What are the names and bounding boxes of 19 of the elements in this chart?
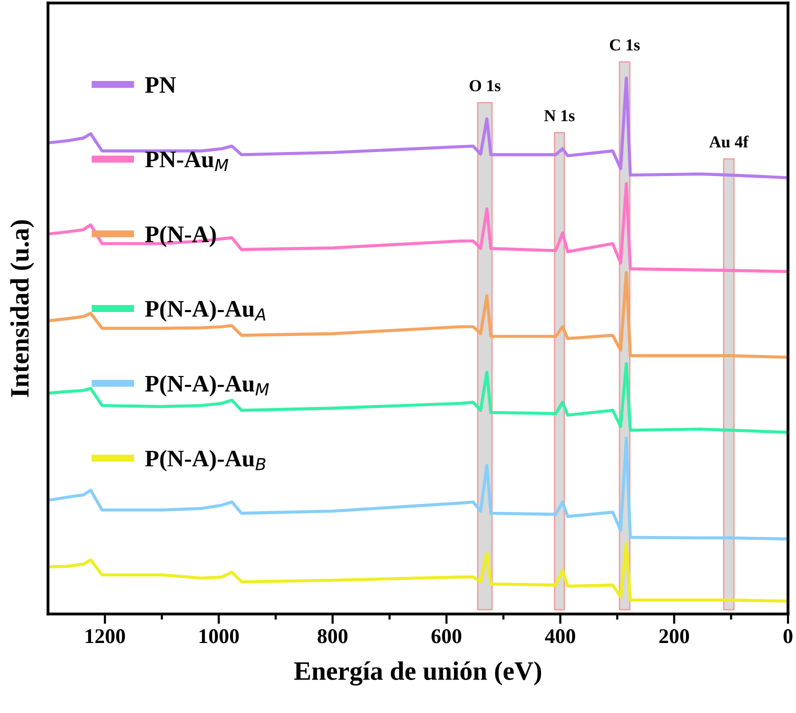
legend-label: P(N-A) <box>145 226 216 248</box>
x-tick-label: 1000 <box>200 629 239 644</box>
x-tick-label: 400 <box>544 629 576 644</box>
legend-label: PN-Au$_{M}$ <box>145 152 228 172</box>
y-axis-title: Intensidad (u.a) <box>10 220 34 398</box>
legend-label: P(N-A)-Au$_{A}$ <box>145 300 266 322</box>
band-label: C 1s <box>610 39 640 51</box>
band-label: Au 4f <box>709 136 749 148</box>
x-tick-label: 600 <box>432 629 462 644</box>
band-label: O 1s <box>470 80 500 92</box>
x-axis-title: Energía de unión (eV) <box>294 661 542 686</box>
legend-label: PN <box>145 77 176 93</box>
legend-label: P(N-A)-Au$_{B}$ <box>145 450 266 472</box>
x-tick-label: 200 <box>659 629 689 644</box>
x-tick-label: 1200 <box>86 629 125 644</box>
band-label: N 1s <box>544 110 575 122</box>
x-tick-label: 800 <box>318 629 348 644</box>
legend-label: P(N-A)-Au$_{M}$ <box>145 375 269 396</box>
x-tick-label: 0 <box>784 629 792 644</box>
